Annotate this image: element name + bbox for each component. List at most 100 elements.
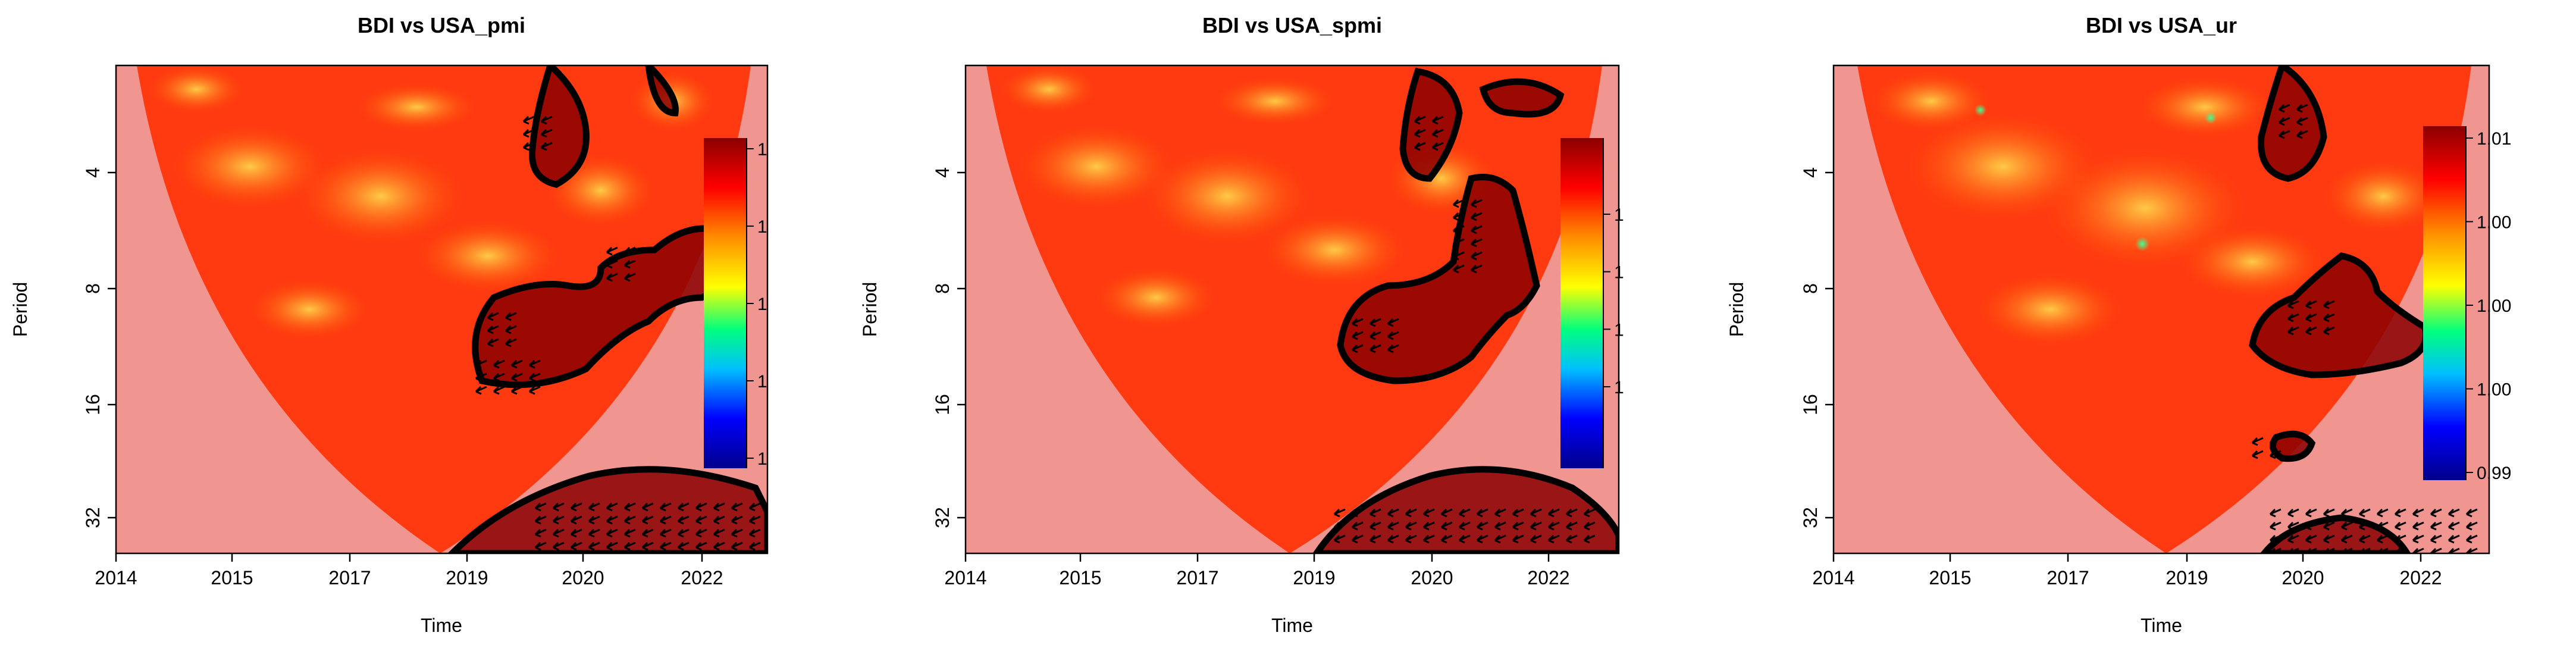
phase-arrow	[2305, 326, 2317, 336]
phase-arrow	[2340, 521, 2353, 531]
x-tick-label: 2015	[211, 567, 253, 588]
y-axis-label: Period	[859, 282, 880, 337]
phase-arrow	[2447, 508, 2460, 518]
x-axis-label: Time	[421, 615, 462, 636]
phase-arrow	[1470, 212, 1483, 221]
phase-arrow	[570, 515, 582, 525]
cone-of-influence	[1834, 65, 2166, 553]
x-tick-label: 2014	[1812, 567, 1854, 588]
phase-arrow	[2447, 534, 2460, 544]
phase-arrow	[2305, 508, 2317, 518]
phase-arrow	[2412, 547, 2424, 553]
phase-arrow	[2269, 534, 2282, 544]
colorbar-tick-label: 1	[757, 449, 767, 469]
phase-arrow	[659, 502, 672, 512]
chart-title: BDI vs USA_pmi	[358, 13, 525, 37]
phase-arrow	[1547, 508, 1560, 518]
phase-arrow	[748, 541, 761, 551]
phase-arrow	[2251, 450, 2264, 459]
phase-arrow	[588, 541, 600, 551]
heatmap-plot	[116, 65, 767, 553]
phase-arrow	[528, 359, 541, 369]
panel-usa-pmi: BDI vs USA_pmi	[10, 13, 769, 636]
phase-arrow	[2430, 547, 2442, 553]
colorbar	[1560, 138, 1604, 468]
y-tick-label: 8	[932, 283, 953, 294]
phase-arrow	[2465, 547, 2478, 553]
phase-arrow	[2323, 300, 2335, 309]
phase-arrow	[2269, 437, 2282, 446]
x-tick-label: 2017	[1176, 567, 1218, 588]
y-tick-label: 8	[1800, 283, 1821, 294]
phase-arrow	[2430, 521, 2442, 531]
phase-arrow	[2296, 104, 2308, 113]
phase-arrow	[1512, 508, 1524, 518]
phase-arrow	[2287, 300, 2299, 309]
cone-of-influence	[2166, 65, 2489, 553]
phase-arrow	[1470, 199, 1483, 208]
x-tick-label: 2022	[2399, 567, 2442, 588]
phase-arrow	[1369, 318, 1381, 327]
phase-arrow	[504, 312, 517, 321]
phase-arrow	[528, 372, 541, 382]
phase-arrow	[588, 528, 600, 538]
phase-arrow	[748, 528, 761, 538]
phase-arrow	[1470, 251, 1483, 261]
phase-arrow	[570, 528, 582, 538]
phase-arrow	[2394, 521, 2406, 531]
hotspots	[1872, 71, 2443, 345]
phase-arrow	[1470, 264, 1483, 274]
phase-arrow	[1387, 534, 1399, 544]
phase-arrows	[475, 115, 761, 551]
phase-arrow	[677, 515, 690, 525]
phase-arrows	[2251, 104, 2478, 553]
phase-arrow	[1530, 521, 1542, 531]
phase-arrow	[1476, 521, 1488, 531]
phase-arrow	[2278, 130, 2290, 139]
phase-arrow	[2394, 508, 2406, 518]
y-axis-label: Period	[10, 282, 31, 337]
x-tick-label: 2015	[1059, 567, 1101, 588]
colorbar-tick-label: 1	[757, 295, 767, 314]
phase-arrow	[606, 541, 618, 551]
y-tick-label: 4	[932, 167, 953, 178]
phase-arrow	[1387, 318, 1399, 327]
phase-arrow	[510, 372, 523, 382]
phase-arrow	[1351, 344, 1364, 353]
phase-arrow	[606, 515, 618, 525]
phase-arrow	[487, 338, 499, 347]
phase-arrow	[1387, 344, 1399, 353]
phase-arrow	[1422, 508, 1435, 518]
phase-arrow	[2305, 547, 2317, 553]
phase-arrow	[1440, 521, 1453, 531]
phase-arrow	[504, 338, 517, 347]
phase-arrow	[1351, 508, 1364, 518]
phase-arrow	[2447, 547, 2460, 553]
x-axis-label: Time	[2141, 615, 2182, 636]
phase-arrow	[487, 312, 499, 321]
phase-arrow	[1333, 534, 1346, 544]
x-tick-label: 2022	[1527, 567, 1569, 588]
phase-arrow	[522, 129, 535, 138]
phase-arrow	[487, 325, 499, 334]
phase-arrow	[2323, 508, 2335, 518]
colorbar-tick-label: 1	[757, 140, 767, 159]
phase-arrow	[522, 142, 535, 151]
phase-arrow	[641, 502, 654, 512]
phase-arrow	[2278, 104, 2290, 113]
phase-arrow	[695, 528, 707, 538]
phase-arrow	[2305, 313, 2317, 322]
phase-arrow	[2358, 547, 2371, 553]
phase-arrow	[2251, 437, 2264, 446]
phase-arrow	[2287, 508, 2299, 518]
y-tick-label: 16	[932, 394, 953, 415]
phase-arrow	[2296, 130, 2308, 139]
phase-arrow	[2376, 521, 2389, 531]
y-axis: 4 8 16 32	[1800, 167, 1834, 528]
cone-of-influence	[966, 65, 1290, 553]
phase-arrow	[552, 528, 565, 538]
phase-arrow	[493, 386, 505, 395]
phase-arrow	[1369, 534, 1381, 544]
phase-arrow	[1440, 534, 1453, 544]
